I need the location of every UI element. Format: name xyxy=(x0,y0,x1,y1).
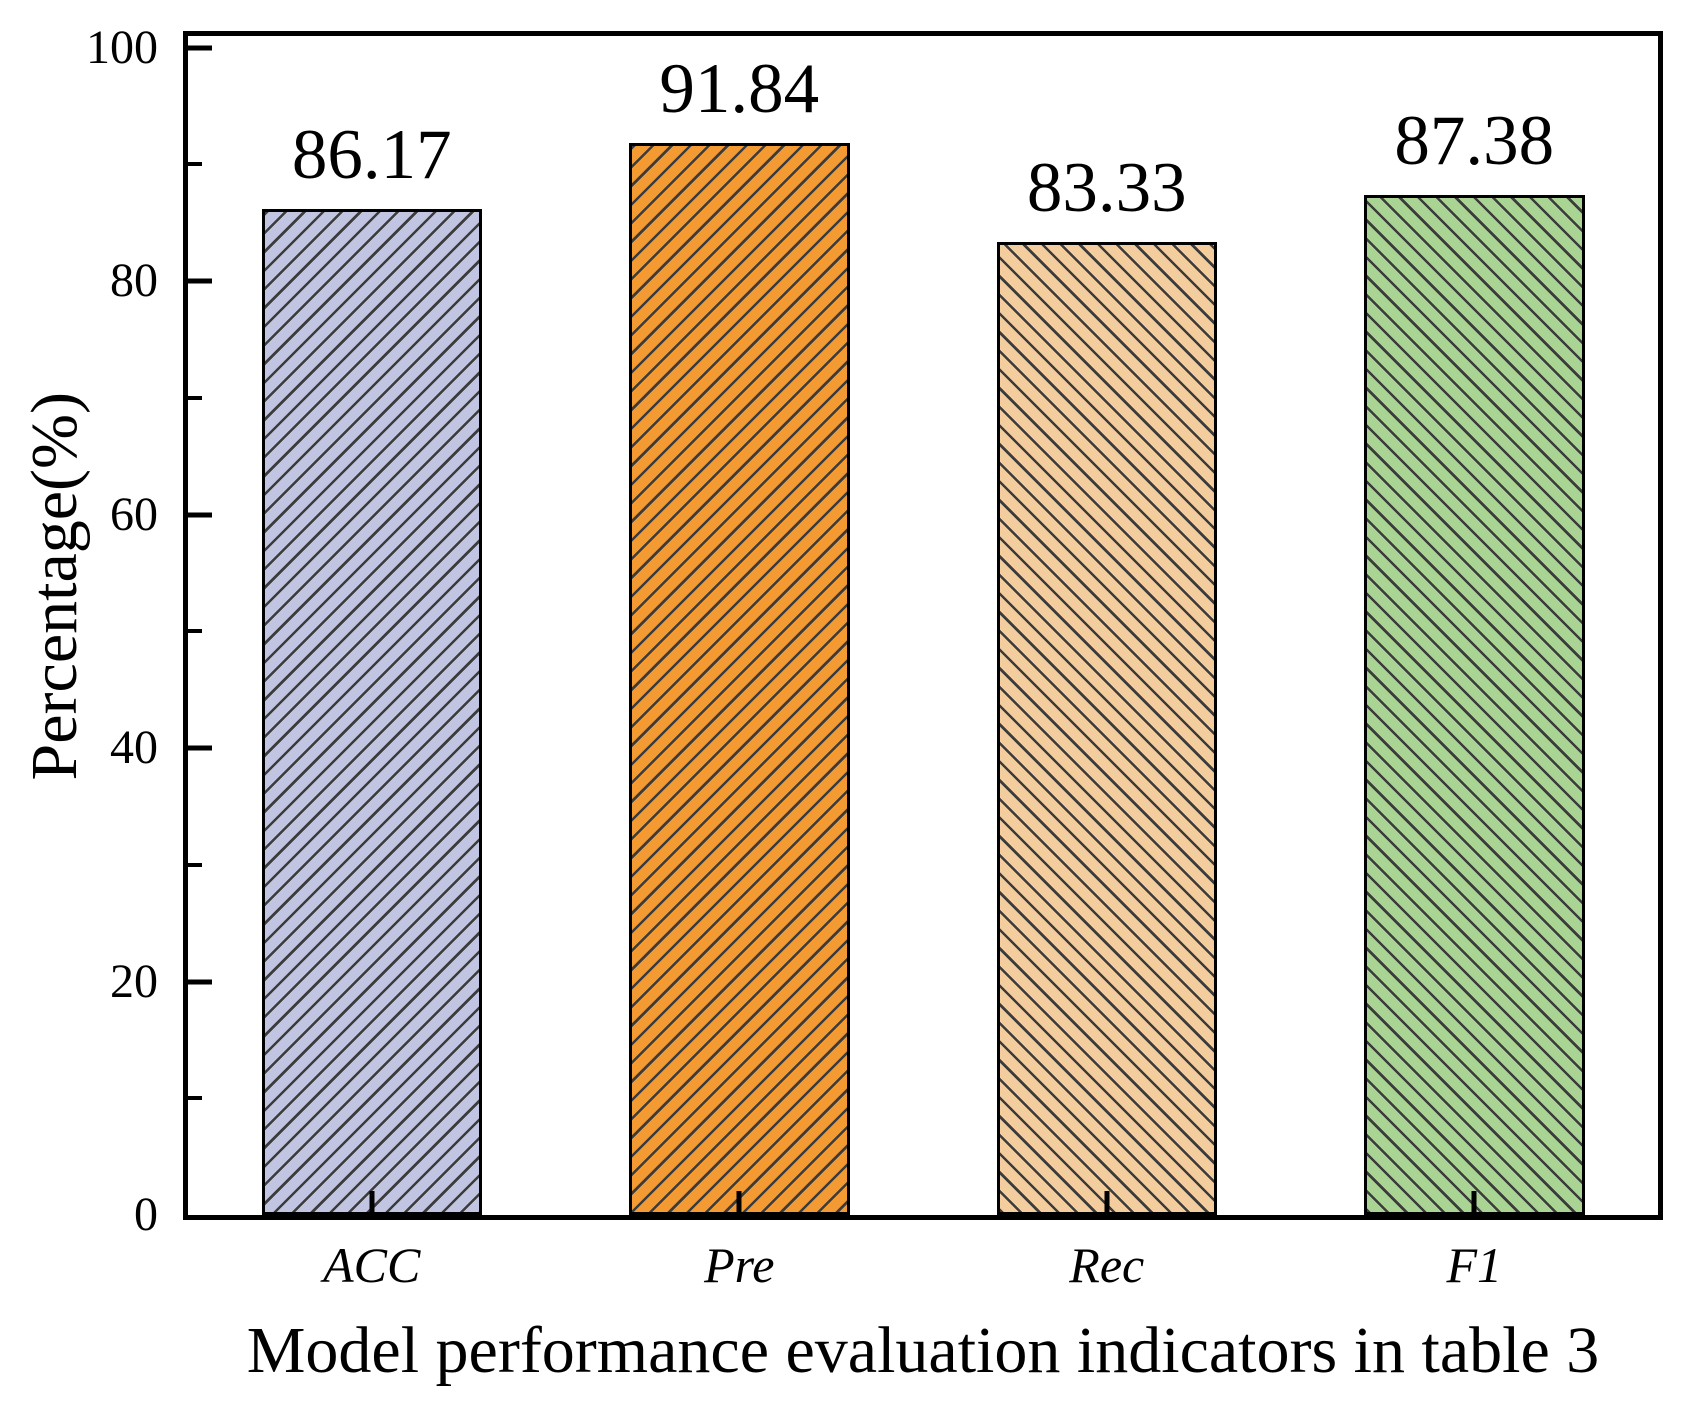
x-tick-label-Pre: Pre xyxy=(704,1237,775,1293)
bar-Pre xyxy=(629,142,850,1215)
x-axis-tick xyxy=(736,1191,742,1215)
y-axis-minor-tick xyxy=(188,162,202,167)
x-axis-tick xyxy=(369,1191,375,1215)
bar-value-label: 86.17 xyxy=(291,116,452,195)
y-tick-labels: 0 20 40 60 80 100 xyxy=(0,23,158,1238)
bar-value-label: 83.33 xyxy=(1026,149,1187,228)
y-axis-major-tick xyxy=(188,278,212,284)
bar-value-label: 87.38 xyxy=(1394,102,1555,180)
x-tick-label-ACC: ACC xyxy=(323,1237,421,1293)
y-axis-major-tick xyxy=(188,45,212,51)
y-axis-major-tick xyxy=(188,745,212,751)
x-tick-labels: ACC Pre Rec F1 xyxy=(188,1240,1658,1310)
x-axis-title: Model performance evaluation indicators … xyxy=(246,1314,1600,1387)
y-tick-label: 80 xyxy=(110,254,158,308)
bar-ACC xyxy=(261,209,482,1215)
y-axis-minor-tick xyxy=(188,1096,202,1101)
y-axis-minor-tick xyxy=(188,629,202,634)
plot-area: 86.17 91.84 83.33 87.38 xyxy=(183,31,1663,1220)
x-tick-label-Rec: Rec xyxy=(1069,1237,1145,1293)
y-axis-minor-tick xyxy=(188,395,202,400)
y-axis-minor-tick xyxy=(188,862,202,867)
y-axis-major-tick xyxy=(188,979,212,985)
x-axis-tick xyxy=(1471,1191,1477,1215)
bar-F1 xyxy=(1364,195,1585,1215)
x-tick-label-F1: F1 xyxy=(1446,1237,1503,1293)
y-axis-major-tick xyxy=(188,512,212,518)
y-tick-label: 20 xyxy=(110,954,158,1008)
y-tick-label: 0 xyxy=(134,1188,158,1241)
plot-inner: 86.17 91.84 83.33 87.38 xyxy=(188,36,1658,1215)
bar-Rec xyxy=(996,242,1217,1215)
y-tick-label: 100 xyxy=(86,20,158,74)
y-tick-label: 40 xyxy=(110,721,158,775)
bar-value-label: 91.84 xyxy=(659,49,820,128)
x-axis-tick xyxy=(1104,1191,1110,1215)
y-tick-label: 60 xyxy=(110,487,158,541)
